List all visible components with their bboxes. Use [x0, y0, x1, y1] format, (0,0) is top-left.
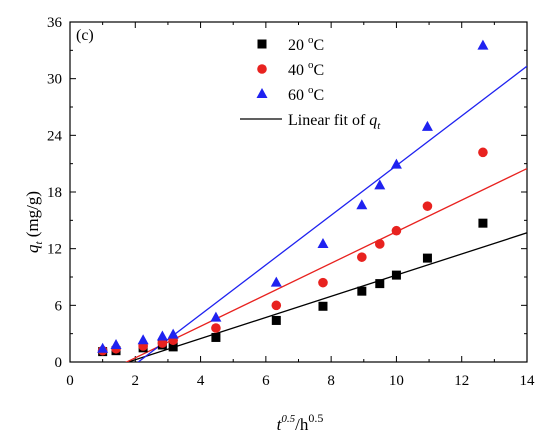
data-point — [478, 218, 488, 228]
y-tick-label: 12 — [47, 242, 62, 258]
data-point — [421, 120, 433, 131]
data-point — [357, 286, 367, 296]
x-tick-label: 2 — [132, 373, 140, 389]
data-point — [391, 270, 401, 280]
legend-label-num: 20 — [288, 37, 308, 54]
data-point — [156, 330, 168, 341]
legend-label-degree: o — [308, 59, 314, 71]
fit-lines — [125, 65, 527, 362]
legend-fit-sub: t — [377, 120, 381, 132]
y-axis-label-unit: (mg/g) — [23, 191, 42, 242]
fit-line — [125, 167, 527, 362]
y-axis-label-sub: t — [33, 241, 45, 245]
data-point — [357, 252, 367, 262]
data-point — [271, 315, 281, 325]
legend-label: 40 oC — [288, 59, 324, 79]
legend-label-num: 60 — [288, 87, 308, 104]
y-tick-label: 6 — [55, 298, 63, 314]
data-point — [97, 342, 109, 353]
legend-marker — [256, 88, 268, 98]
x-tick-label: 4 — [197, 373, 205, 389]
data-point — [356, 199, 368, 210]
data-point — [110, 339, 122, 349]
x-tick-label: 10 — [389, 373, 404, 389]
data-point — [168, 342, 178, 352]
y-tick-label: 18 — [47, 185, 62, 201]
x-axis-label: t0.5/h0.5 — [277, 411, 324, 434]
data-point — [374, 239, 385, 249]
x-axis-label-var: t — [277, 415, 283, 434]
data-point — [167, 328, 179, 339]
legend-label-unit: C — [314, 87, 325, 104]
data-point — [477, 39, 489, 50]
legend-fit-label: Linear fit of qt — [288, 112, 381, 132]
y-axis-label-var: q — [23, 244, 42, 253]
x-tick-label: 14 — [520, 373, 536, 389]
legend-label-num: 40 — [288, 62, 308, 79]
y-tick-label: 0 — [55, 355, 63, 371]
data-points — [97, 39, 489, 357]
legend-label-degree: o — [308, 84, 314, 96]
data-point — [317, 237, 329, 248]
legend-label-unit: C — [314, 37, 325, 54]
legend-label: 20 oC — [288, 34, 324, 54]
data-point — [374, 179, 386, 190]
y-tick-label: 30 — [47, 72, 62, 88]
series-circle — [97, 147, 488, 356]
fit-line — [137, 65, 527, 362]
data-point — [375, 279, 385, 289]
y-tick-label: 24 — [47, 128, 63, 144]
legend-fit-text: Linear fit of — [288, 112, 369, 129]
y-axis-label: qt (mg/g) — [23, 191, 45, 253]
data-point — [137, 334, 149, 345]
data-point — [422, 201, 433, 211]
legend-marker — [257, 39, 267, 49]
data-point — [271, 300, 282, 311]
data-point — [211, 323, 221, 333]
legend-label-unit: C — [314, 62, 325, 79]
legend-fit-var: q — [369, 112, 377, 129]
series-triangle — [97, 39, 489, 353]
data-point — [391, 225, 402, 236]
x-axis-label-unit: /h — [295, 415, 309, 434]
data-point — [422, 253, 432, 263]
x-tick-label: 12 — [454, 373, 469, 389]
x-axis-label-sup-t: 0.5 — [281, 413, 295, 425]
y-tick-label: 36 — [47, 15, 63, 31]
x-tick-label: 8 — [327, 373, 335, 389]
data-point — [270, 276, 282, 287]
data-point — [210, 311, 222, 322]
panel-label: (c) — [76, 27, 94, 44]
series-square — [98, 218, 488, 357]
legend-marker — [257, 64, 267, 74]
x-tick-label: 0 — [66, 373, 74, 389]
data-point — [318, 301, 328, 311]
x-axis-label-sup-h: 0.5 — [308, 411, 323, 425]
data-point — [478, 147, 488, 158]
data-point — [318, 277, 328, 288]
fit-line — [126, 232, 527, 362]
x-tick-label: 6 — [262, 373, 270, 389]
legend-label: 60 oC — [288, 84, 324, 104]
data-point — [157, 338, 168, 348]
data-point — [390, 158, 402, 169]
data-point — [211, 332, 221, 342]
legend-label-degree: o — [308, 34, 314, 46]
